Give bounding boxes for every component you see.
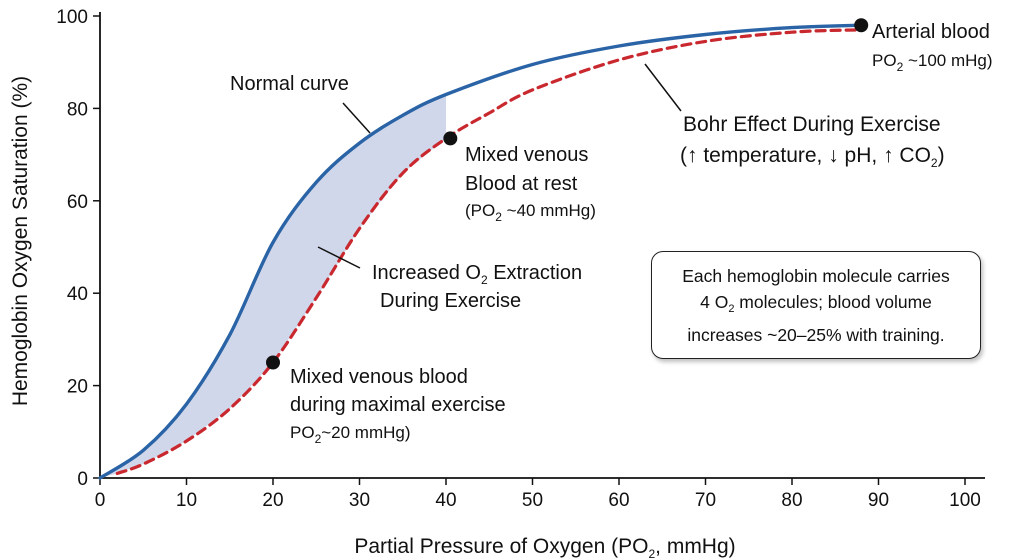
extraction-shaded-region [100,92,450,478]
y-tick-label: 40 [67,284,88,305]
x-tick-label: 90 [868,490,889,511]
exercise-po2-label: PO2~20 mmHg) [290,423,411,446]
extraction-label-line2: During Exercise [380,290,521,312]
x-tick-label: 50 [522,490,543,511]
bohr-label: Bohr Effect During Exercise [683,113,941,136]
y-tick-label: 20 [67,377,88,398]
exercise-label-line1: Mixed venous blood [290,366,468,388]
x-tick-label: 0 [95,490,106,511]
rest-label-line1: Mixed venous [465,144,588,166]
arterial-label: Arterial blood [872,21,990,43]
rest-po2-label: (PO2 ~40 mmHg) [465,201,596,224]
arterial-po2-label: PO2 ~100 mHg) [872,51,993,74]
x-tick-label: 60 [608,490,629,511]
x-tick-label: 80 [781,490,802,511]
x-tick-label: 30 [349,490,370,511]
bohr-curve-line [115,28,863,475]
x-tick-label: 20 [262,490,283,511]
exercise-label-line2: during maximal exercise [290,394,506,416]
x-tick-label: 70 [695,490,716,511]
y-tick-label: 0 [77,469,88,490]
arterial-point [854,18,869,33]
extraction-leader [317,246,361,269]
y-tick-label: 80 [67,99,88,120]
note-line-3: increases ~20–25% with training. [687,324,945,345]
note-line-2: 4 O2 molecules; blood volume [700,291,932,315]
bohr-detail-label: (↑ temperature, ↓ pH, ↑ CO2) [680,144,945,170]
y-tick-label: 60 [67,192,88,213]
x-tick-label: 40 [435,490,456,511]
y-tick-label: 100 [56,7,88,28]
normal-curve-line [98,23,863,480]
note-line-1: Each hemoglobin molecule carries [682,265,950,286]
bohr-leader [644,63,682,112]
extraction-label-line1: Increased O2 Extraction [372,262,582,287]
normal-curve-leader [342,102,371,134]
y-axis-title: Hemoglobin Oxygen Saturation (%) [9,76,32,406]
exercise-venous-point [266,355,280,370]
x-tick-label: 10 [176,490,197,511]
x-axis-title: Partial Pressure of Oxygen (PO2, mmHg) [354,535,735,559]
x-tick-label: 100 [949,490,981,511]
training-note-box: Each hemoglobin molecule carries 4 O2 mo… [651,251,981,359]
normal-curve-label: Normal curve [230,73,349,95]
rest-label-line2: Blood at rest [465,173,578,195]
rest-venous-point [443,131,458,146]
